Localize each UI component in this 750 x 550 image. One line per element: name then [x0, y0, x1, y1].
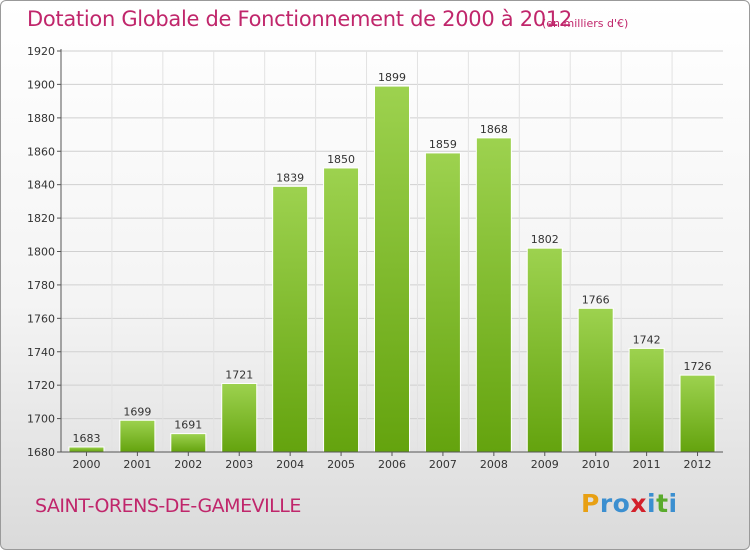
y-tick-label: 1740 — [27, 346, 55, 359]
y-tick-label: 1860 — [27, 145, 55, 158]
x-tick-label: 2008 — [480, 458, 508, 471]
y-tick-label: 1800 — [27, 246, 55, 259]
bar — [272, 185, 309, 453]
bar — [475, 137, 512, 453]
data-label: 1859 — [429, 138, 457, 151]
x-tick-label: 2010 — [582, 458, 610, 471]
y-tick-label: 1880 — [27, 112, 55, 125]
data-label: 1721 — [225, 368, 253, 381]
logo-letter: r — [599, 489, 613, 518]
data-label: 1899 — [378, 71, 406, 84]
data-label: 1802 — [531, 233, 559, 246]
bar — [424, 152, 461, 453]
x-tick-label: 2009 — [531, 458, 559, 471]
logo-letter: o — [612, 489, 631, 518]
x-tick-label: 2000 — [72, 458, 100, 471]
logo-letter: P — [581, 489, 600, 518]
data-label: 1691 — [174, 419, 202, 432]
x-tick-label: 2001 — [123, 458, 151, 471]
data-label: 1868 — [480, 123, 508, 136]
bar — [323, 167, 360, 453]
bar — [679, 374, 716, 453]
bar — [170, 433, 207, 453]
bar — [221, 382, 258, 453]
y-tick-label: 1720 — [27, 379, 55, 392]
bar — [628, 347, 665, 453]
y-tick-label: 1840 — [27, 179, 55, 192]
y-tick-label: 1780 — [27, 279, 55, 292]
logo-letter: i — [668, 489, 678, 518]
data-label: 1683 — [72, 432, 100, 445]
bar — [577, 307, 614, 453]
chart-title: Dotation Globale de Fonctionnement de 20… — [27, 7, 572, 31]
data-label: 1766 — [582, 293, 610, 306]
y-tick-label: 1760 — [27, 312, 55, 325]
x-tick-label: 2011 — [633, 458, 661, 471]
x-tick-label: 2007 — [429, 458, 457, 471]
x-tick-label: 2003 — [225, 458, 253, 471]
x-tick-label: 2005 — [327, 458, 355, 471]
x-tick-label: 2012 — [684, 458, 712, 471]
chart-unit: (en milliers d'€) — [542, 17, 629, 30]
y-tick-label: 1700 — [27, 413, 55, 426]
y-tick-label: 1820 — [27, 212, 55, 225]
data-label: 1850 — [327, 153, 355, 166]
logo-letter: t — [656, 489, 669, 518]
data-label: 1742 — [633, 333, 661, 346]
bar — [526, 247, 563, 453]
logo-letter: x — [630, 489, 647, 518]
proxiti-logo: Proxiti — [581, 489, 678, 518]
bar — [68, 446, 105, 453]
y-tick-label: 1920 — [27, 45, 55, 58]
bar — [374, 85, 410, 453]
bar — [119, 419, 156, 453]
data-label: 1699 — [123, 405, 151, 418]
y-tick-label: 1900 — [27, 78, 55, 91]
x-tick-label: 2004 — [276, 458, 304, 471]
logo-letter: i — [647, 489, 657, 518]
data-label: 1839 — [276, 171, 304, 184]
x-tick-label: 2006 — [378, 458, 406, 471]
y-tick-label: 1680 — [27, 446, 55, 459]
x-tick-label: 2002 — [174, 458, 202, 471]
data-label: 1726 — [684, 360, 712, 373]
bars: 1683 1699 1691 1721 1839 1850 1899 1859 1868 1802… — [68, 71, 716, 453]
axes: 1680 1700 1720 1740 1760 1780 1800 1820 1840 1860… — [27, 45, 723, 471]
place-name: SAINT-ORENS-DE-GAMEVILLE — [35, 495, 301, 517]
